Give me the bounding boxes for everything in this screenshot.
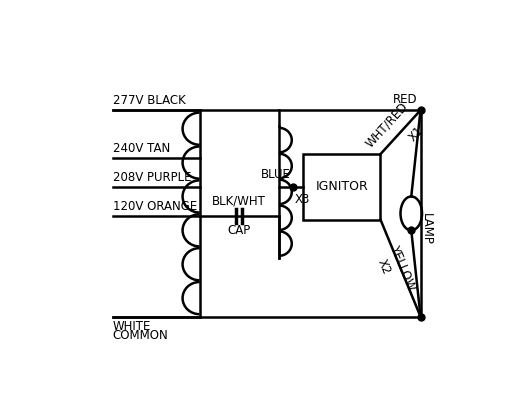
Text: WHITE: WHITE (112, 320, 151, 333)
Text: X3: X3 (294, 193, 309, 206)
Text: CAP: CAP (228, 224, 251, 237)
Text: IGNITOR: IGNITOR (315, 180, 368, 194)
Text: BLK/WHT: BLK/WHT (212, 194, 266, 207)
Text: YELLOW: YELLOW (387, 243, 418, 292)
Text: 240V TAN: 240V TAN (112, 142, 170, 155)
Text: 120V ORANGE: 120V ORANGE (112, 200, 197, 213)
Text: RED: RED (393, 93, 418, 106)
Text: 208V PURPLE: 208V PURPLE (112, 171, 191, 184)
Text: LAMP: LAMP (420, 214, 433, 245)
Bar (303, 154, 380, 219)
Text: 277V BLACK: 277V BLACK (112, 94, 185, 107)
Text: COMMON: COMMON (112, 329, 168, 342)
Text: X1: X1 (406, 124, 427, 144)
Text: BLUE: BLUE (261, 168, 291, 181)
Text: X2: X2 (375, 257, 393, 276)
Text: WHT/RED: WHT/RED (363, 99, 410, 150)
